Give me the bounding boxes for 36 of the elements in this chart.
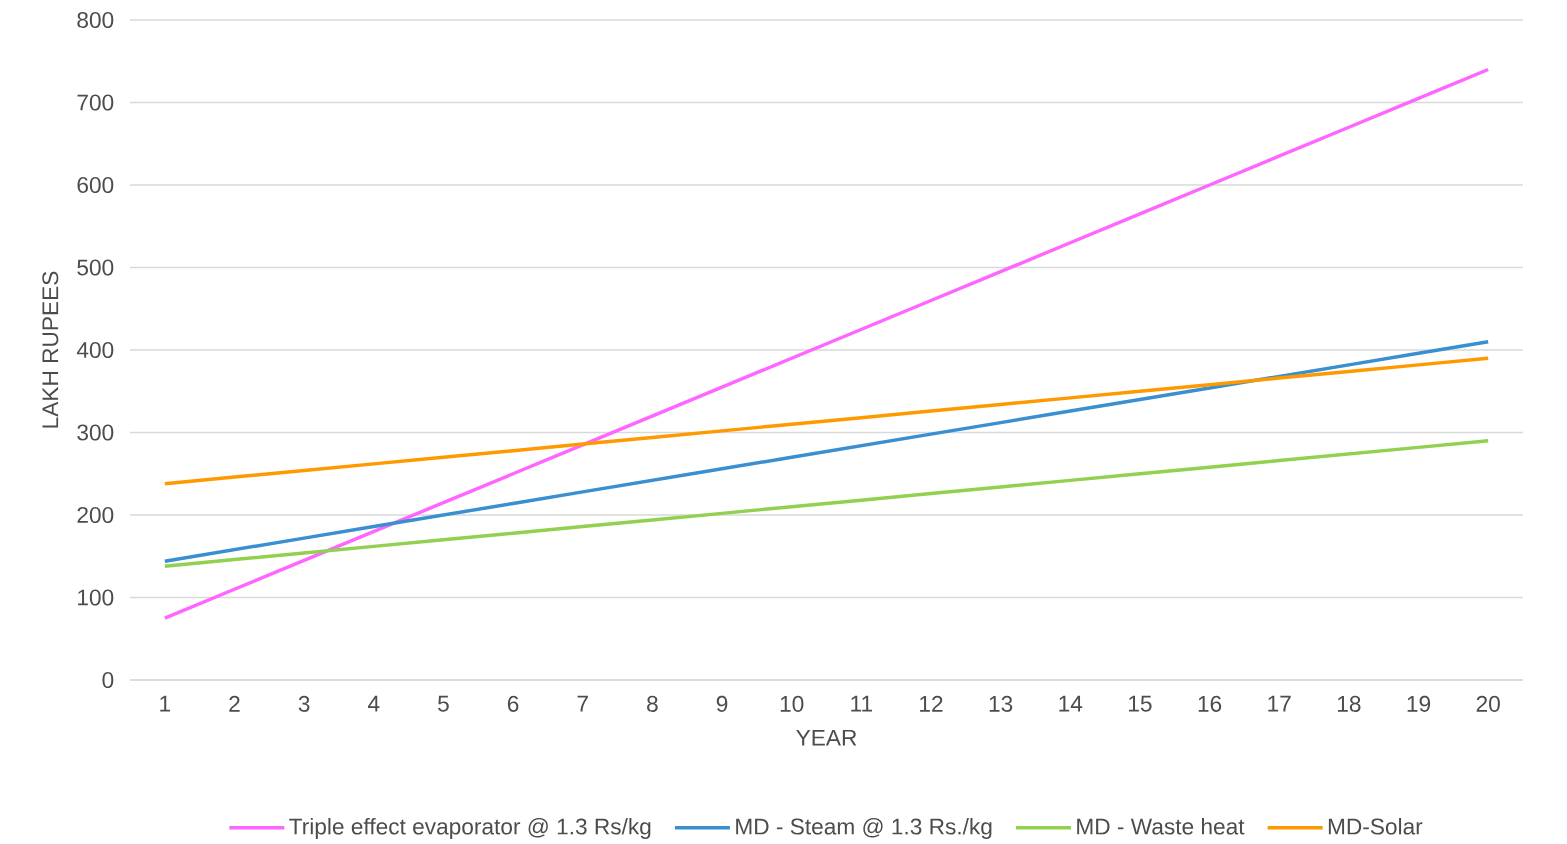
y-axis-title: LAKH RUPEES	[42, 271, 59, 428]
x-tick-label: 12	[920, 695, 943, 712]
y-tick-label: 500	[77, 259, 114, 276]
x-tick-label: 4	[368, 695, 380, 712]
x-tick-label: 6	[507, 695, 519, 712]
x-tick-label: 10	[780, 695, 804, 712]
x-tick-label: 19	[1407, 695, 1431, 712]
x-tick-label: 8	[647, 695, 658, 712]
y-tick-label: 0	[102, 671, 114, 689]
x-tick-label: 15	[1129, 695, 1152, 712]
x-tick-label: 2	[229, 695, 240, 712]
x-tick-label: 16	[1198, 695, 1222, 712]
x-tick-label: 3	[298, 695, 310, 712]
y-tick-label: 600	[77, 176, 114, 194]
x-tick-label: 17	[1268, 695, 1291, 712]
line-series	[163, 356, 1490, 486]
x-tick-label: 20	[1476, 695, 1500, 712]
x-tick-label: 13	[989, 695, 1013, 712]
legend-label: Triple effect evaporator @ 1.3 Rs/kg	[289, 817, 651, 840]
y-tick-label: 200	[77, 506, 114, 524]
y-tick-label: 300	[77, 424, 114, 441]
x-tick-label: 7	[577, 695, 588, 712]
x-tick-label: 14	[1059, 695, 1083, 712]
legend-label: MD-Solar	[1328, 817, 1423, 835]
y-tick-label: 700	[77, 94, 114, 111]
x-tick-label: 18	[1338, 695, 1361, 712]
y-tick-label: 100	[78, 589, 114, 606]
x-tick-label: 9	[716, 695, 728, 712]
x-tick-label: 5	[438, 695, 449, 712]
y-tick-label: 400	[76, 341, 114, 359]
x-tick-label: 11	[851, 695, 872, 712]
legend-label: MD - Waste heat	[1077, 817, 1245, 835]
y-tick-label: 800	[77, 11, 114, 29]
x-tick-label: 1	[160, 695, 171, 712]
x-axis-title: YEAR	[796, 729, 857, 746]
legend-label: MD - Steam @ 1.3 Rs./kg	[736, 817, 992, 840]
